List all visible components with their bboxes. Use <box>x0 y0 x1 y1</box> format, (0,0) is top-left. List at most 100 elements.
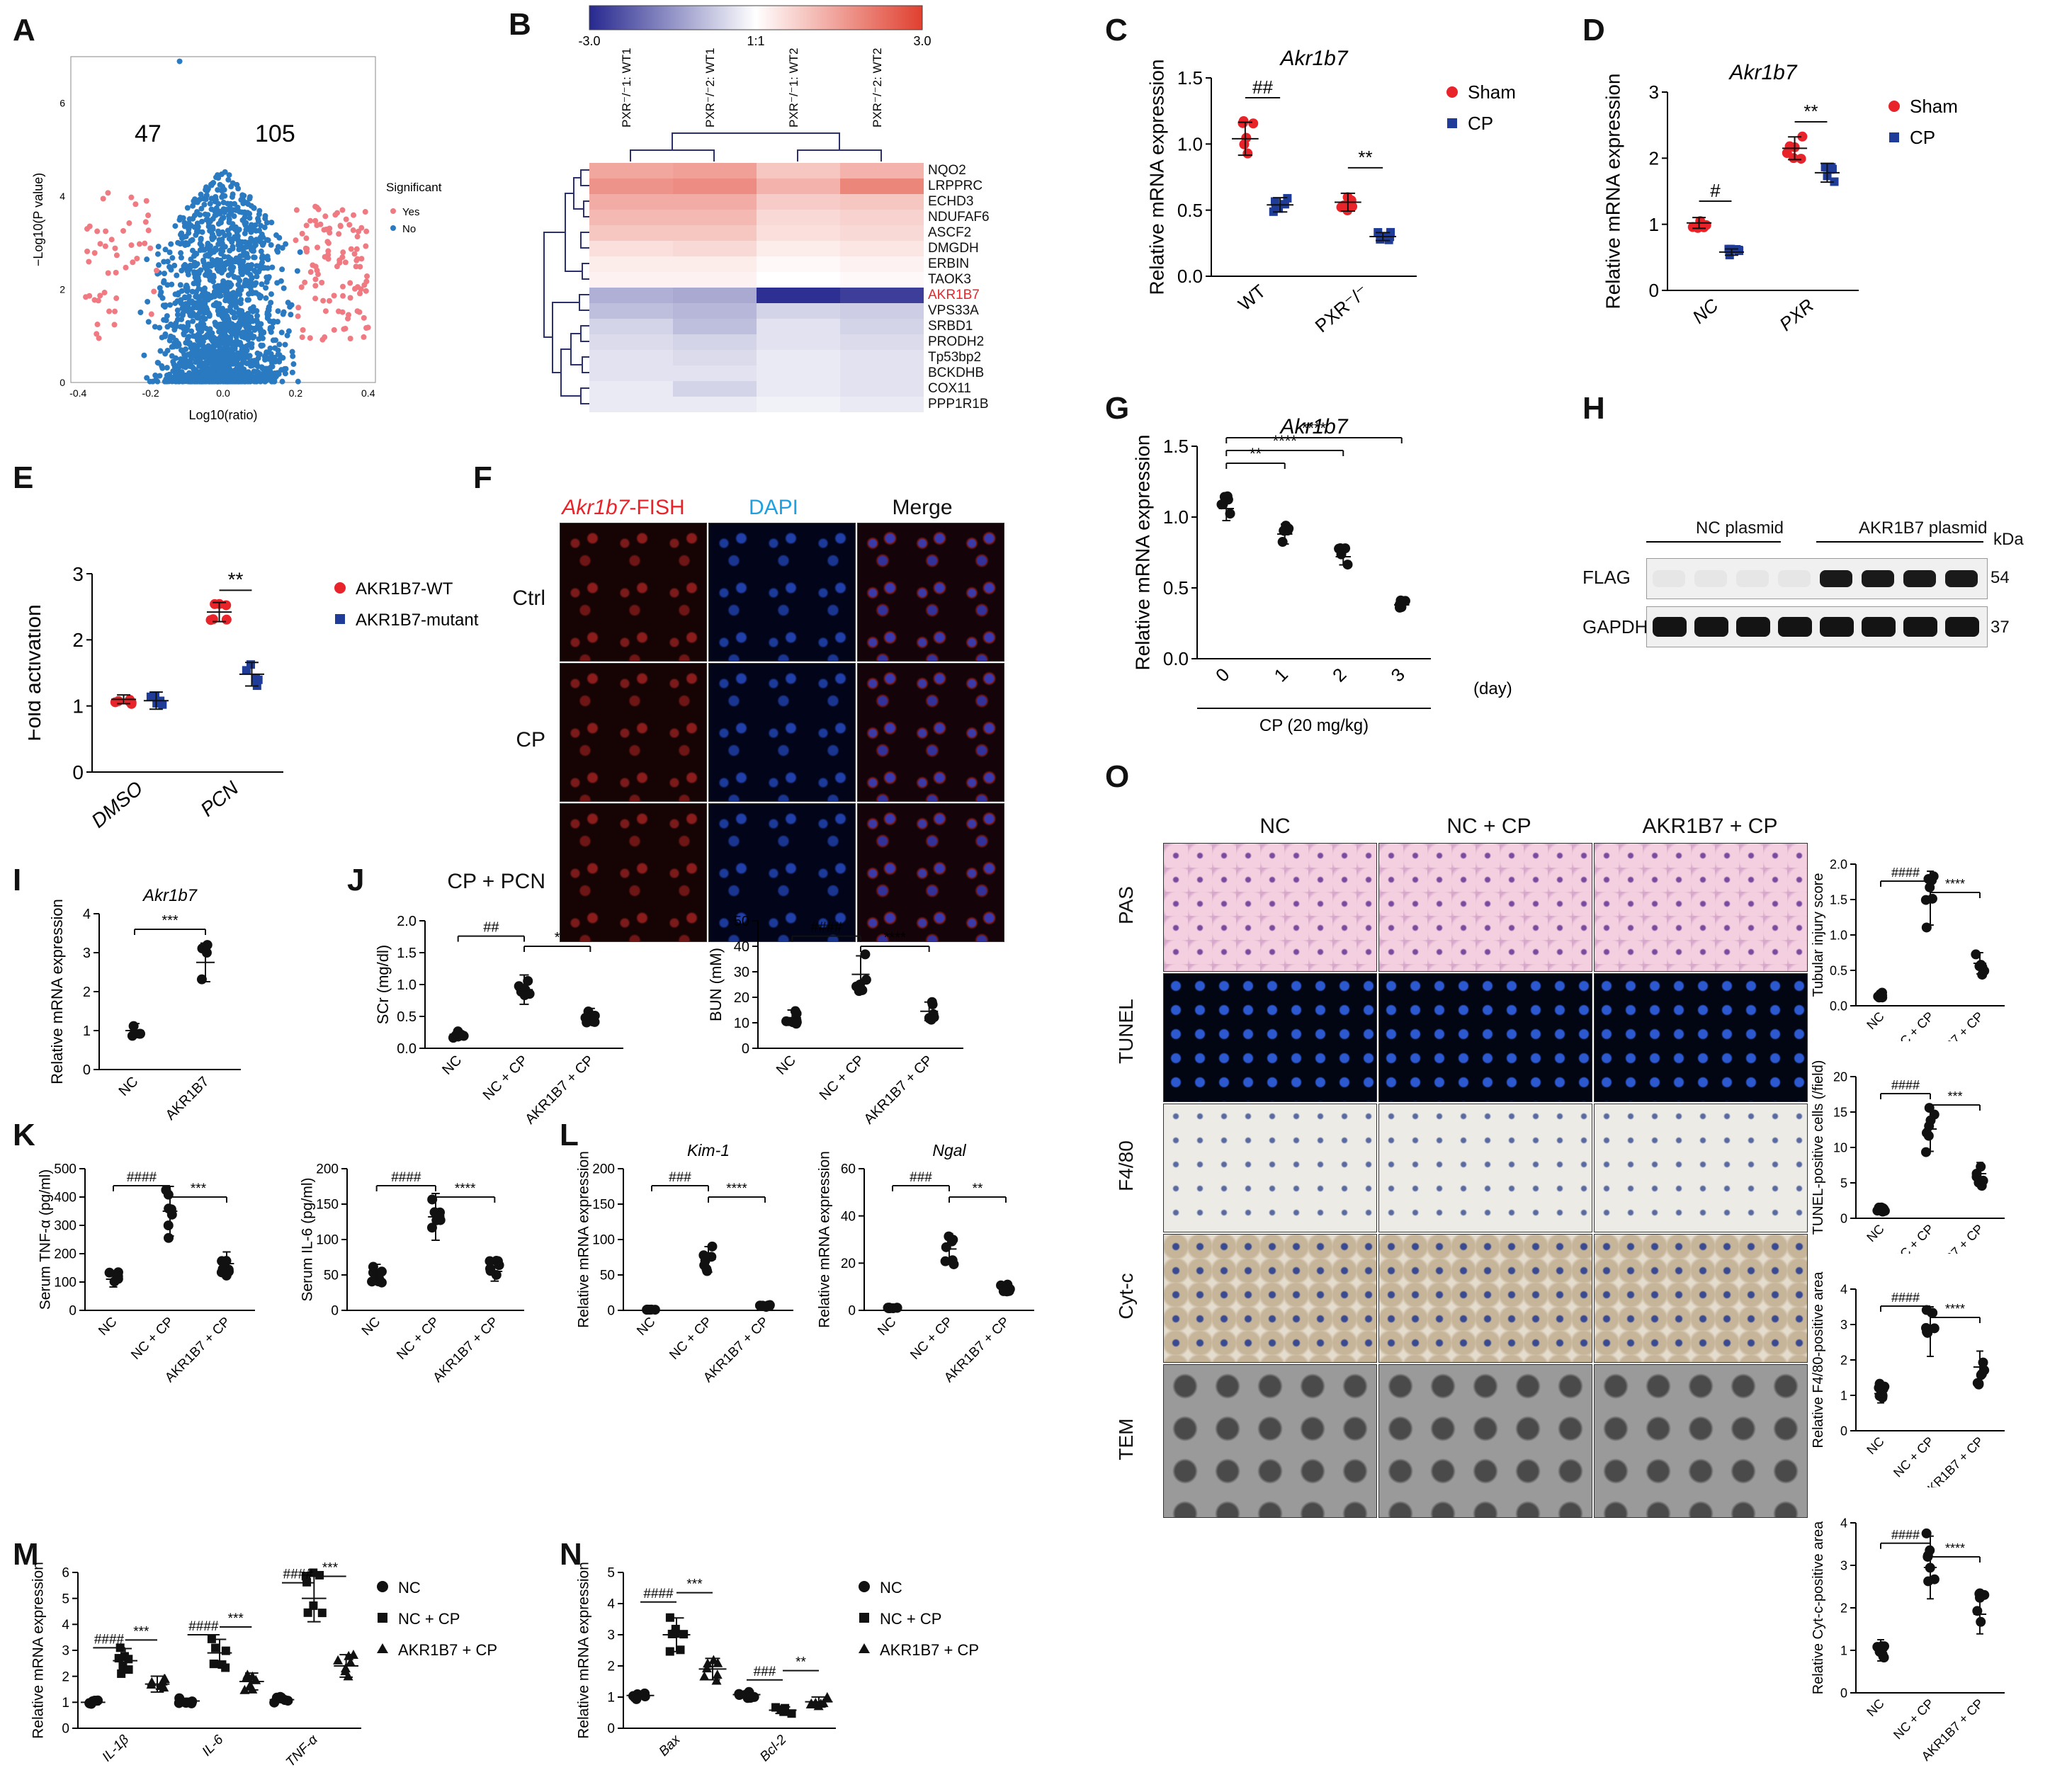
volcano-point-ns <box>264 220 270 226</box>
x-tick-label: NC <box>1864 1434 1887 1458</box>
heatmap-cell <box>757 303 840 319</box>
volcano-point-ns <box>169 344 175 350</box>
fish-panel: Akr1b7-FISH DAPI Merge Ctrl CP CP + PCN <box>447 489 1006 942</box>
legend-yes-marker <box>390 208 396 214</box>
volcano-point-ns <box>198 205 205 212</box>
heatmap-cell <box>589 194 673 210</box>
volcano-point-ns <box>227 322 234 329</box>
gene-label: Tp53bp2 <box>928 350 981 365</box>
volcano-point-ns <box>226 172 232 178</box>
volcano-point-down <box>147 245 154 251</box>
heatmap-cell <box>757 381 840 397</box>
merge-tile-1 <box>857 663 1004 802</box>
volcano-point-ns <box>172 223 179 229</box>
y-tick-label: 50 <box>324 1269 339 1283</box>
volcano-point-ns <box>262 378 268 385</box>
volcano-point-up <box>351 212 357 218</box>
volcano-point-ns <box>200 321 207 327</box>
x-tick-label: NC <box>774 1053 799 1078</box>
y-tick-label: 0 <box>742 1041 749 1057</box>
volcano-point-ns <box>196 310 203 316</box>
y-axis-label: Fold activation <box>28 604 45 741</box>
volcano-point-ns <box>179 378 186 385</box>
volcano-point-ns <box>161 317 167 323</box>
volcano-point-up <box>312 276 319 283</box>
significance-label: ** <box>795 1655 806 1670</box>
chart-g: 0.0 0.5 1.0 1.5 Relative mRNA expression Akr1… <box>1131 415 1512 735</box>
y-tick-label: 20 <box>734 990 749 1006</box>
legend-label: CP <box>1910 127 1935 148</box>
volcano-point-ns <box>232 294 239 300</box>
volcano-point-ns <box>278 329 285 336</box>
data-point <box>1241 132 1252 143</box>
data-point <box>164 1232 174 1243</box>
data-point <box>1347 201 1358 212</box>
volcano-point-ns <box>194 220 200 227</box>
volcano-point-ns <box>189 247 196 254</box>
y-tick-label: 1 <box>1840 1643 1847 1657</box>
data-point <box>333 1655 344 1665</box>
volcano-point-ns <box>203 193 210 199</box>
data-point <box>1216 499 1227 510</box>
legend-marker <box>335 614 345 624</box>
flag-band <box>1903 570 1936 587</box>
col-nc: NC <box>1259 815 1291 838</box>
volcano-point-ns <box>191 263 198 269</box>
data-point <box>221 614 232 625</box>
chart-title: Ngal <box>932 1141 966 1159</box>
volcano-point-ns <box>273 232 280 239</box>
volcano-point-ns <box>190 318 196 324</box>
volcano-point-up <box>312 295 319 302</box>
chart-m: 0 1 2 3 4 5 6 Relative mRNA expression IL-1β IL-6… <box>30 1561 497 1770</box>
volcano-point-ns <box>152 324 158 330</box>
heatmap-cells <box>589 163 924 412</box>
y-tick-label: 2 <box>1840 1601 1847 1615</box>
x-tick-label: NC <box>634 1315 658 1339</box>
chart-title: Akr1b7 <box>142 886 198 905</box>
volcano-point-ns <box>186 334 192 340</box>
data-point <box>84 1698 95 1708</box>
histology-tile <box>1378 1104 1592 1232</box>
volcano-point-ns <box>166 263 173 270</box>
gene-label: PPP1R1B <box>928 397 989 412</box>
volcano-point-ns <box>227 266 234 272</box>
volcano-point-ns <box>226 212 232 219</box>
volcano-point-up <box>342 259 349 266</box>
significance-label: #### <box>1891 1528 1920 1542</box>
volcano-point-down <box>132 201 139 208</box>
volcano-point-up <box>315 244 321 251</box>
heatmap-cell <box>673 334 757 350</box>
volcano-point-up <box>335 308 341 314</box>
dapi-tile-1 <box>708 663 856 802</box>
volcano-point-up <box>331 293 337 299</box>
volcano-point-ns <box>258 248 264 254</box>
volcano-point-ns <box>274 247 281 254</box>
volcano-point-ns <box>256 208 263 214</box>
data-point <box>1830 177 1839 186</box>
heatmap-cell <box>840 319 924 334</box>
data-point <box>1238 116 1249 127</box>
significance-label: *** <box>228 1611 244 1626</box>
volcano-point-ns <box>251 254 258 261</box>
chart-n: 0 1 2 3 4 5 Relative mRNA expression Bax Bcl-2 ##… <box>576 1562 979 1764</box>
panel-label-o: O <box>1105 759 1130 794</box>
chart-title: Akr1b7 <box>1279 47 1348 70</box>
data-point <box>1876 991 1887 1002</box>
significance-label: ** <box>1358 147 1372 168</box>
legend-no: No <box>402 223 416 235</box>
y-tick-label: 0.0 <box>1830 999 1847 1013</box>
data-point <box>221 600 232 611</box>
legend-marker <box>859 1613 869 1623</box>
legend-label: NC <box>398 1579 421 1597</box>
x-axis-label: Log10(ratio) <box>188 408 257 422</box>
volcano-point-down <box>113 295 120 302</box>
volcano-point-ns <box>211 365 217 372</box>
data-point <box>1971 949 1981 960</box>
significance-label: # <box>1710 180 1721 201</box>
data-point <box>124 1665 133 1674</box>
volcano-point-ns <box>203 253 209 259</box>
volcano-point-ns <box>247 215 253 221</box>
data-point <box>303 1608 312 1617</box>
significance-label: *** <box>133 1624 149 1639</box>
data-point <box>221 1646 230 1655</box>
